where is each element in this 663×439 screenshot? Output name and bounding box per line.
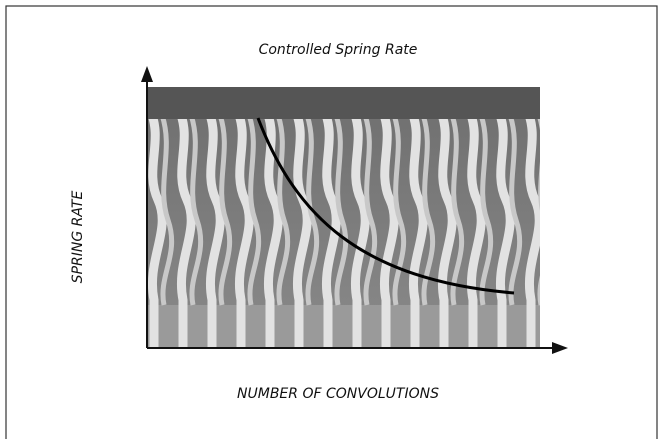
convolution [493, 108, 515, 348]
convolution-shadow [507, 114, 523, 306]
convolution-shadow [362, 114, 378, 306]
y-axis-label: SPRING RATE [70, 191, 86, 284]
convolution [147, 108, 167, 348]
x-axis-label: NUMBER OF CONVOLUTIONS [237, 386, 439, 402]
convolution [203, 108, 225, 348]
convolution-shadow [159, 114, 175, 306]
convolution-shadow [333, 114, 349, 306]
convolution [377, 108, 399, 348]
convolution-shadow [188, 114, 204, 306]
convolution-shadow [217, 114, 233, 306]
y-axis-arrow [141, 66, 153, 82]
convolution [319, 108, 341, 348]
convolution [232, 108, 254, 348]
convolution [348, 108, 370, 348]
bellows-image [147, 87, 540, 348]
title: Controlled Spring Rate [259, 42, 418, 58]
convolution-shadow [304, 114, 320, 306]
convolution [174, 108, 196, 348]
x-axis-arrow [552, 342, 568, 354]
convolution [435, 108, 457, 348]
convolution [261, 108, 283, 348]
convolution-shadow [391, 114, 407, 306]
trend-curve [256, 117, 515, 295]
convolution-shadow [449, 114, 465, 306]
convolution [464, 108, 486, 348]
convolution-shadow [275, 114, 291, 306]
convolution-shadow [246, 114, 262, 306]
convolution-shadow [478, 114, 494, 306]
convolution [522, 108, 540, 348]
